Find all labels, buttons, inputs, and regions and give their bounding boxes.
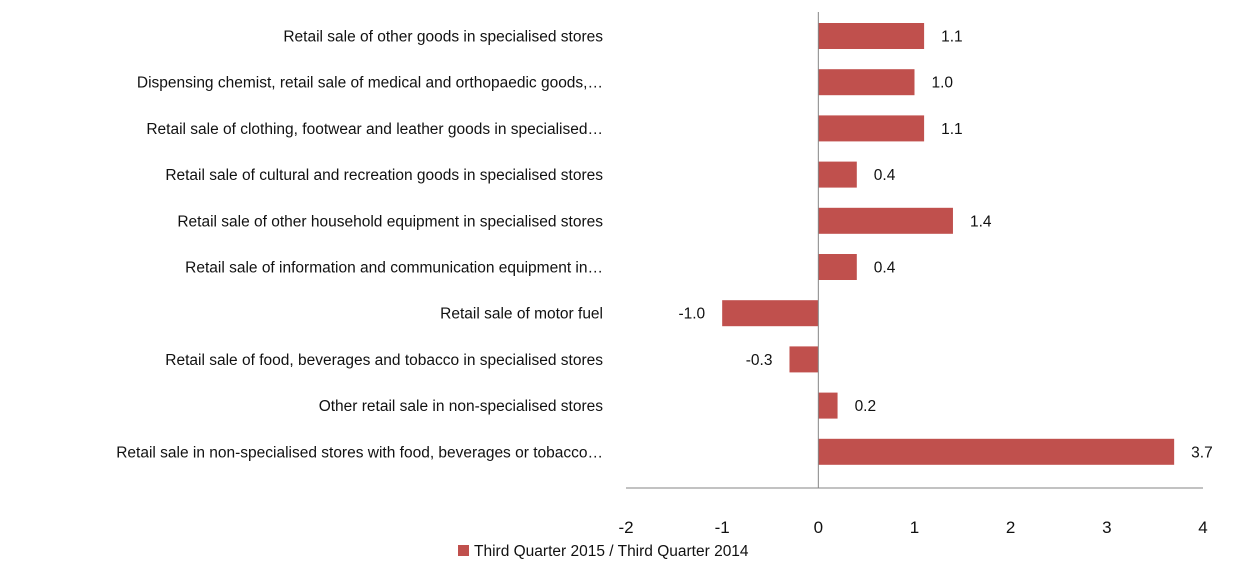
data-label: 0.4	[874, 260, 896, 277]
x-tick-label: 2	[1006, 518, 1015, 537]
bar	[818, 207, 953, 234]
x-tick-label: -1	[715, 518, 730, 537]
x-tick-label: -2	[618, 518, 633, 537]
data-label: 1.1	[941, 121, 963, 138]
category-label: Retail sale of clothing, footwear and le…	[146, 121, 603, 138]
category-label: Retail sale in non-specialised stores wi…	[116, 444, 603, 461]
bars-group	[722, 23, 1175, 465]
data-label: 0.2	[855, 398, 877, 415]
category-label: Dispensing chemist, retail sale of medic…	[137, 75, 603, 92]
data-label: 1.4	[970, 213, 992, 230]
legend: Third Quarter 2015 / Third Quarter 2014	[458, 543, 749, 560]
bar	[722, 300, 819, 327]
category-label: Other retail sale in non-specialised sto…	[319, 398, 604, 415]
bar	[818, 438, 1175, 465]
bar	[818, 115, 925, 142]
axes-group: -2 -1 0 1 2 3 4	[618, 12, 1208, 537]
category-label: Retail sale of other goods in specialise…	[283, 29, 603, 46]
bar	[818, 254, 857, 280]
category-label: Retail sale of food, beverages and tobac…	[165, 352, 603, 369]
x-tick-label: 4	[1198, 518, 1207, 537]
data-label: -1.0	[678, 306, 705, 323]
data-label: 1.0	[932, 75, 954, 92]
data-label: 1.1	[941, 29, 963, 46]
bar	[818, 69, 915, 96]
data-label: 0.4	[874, 167, 896, 184]
x-tick-label: 0	[814, 518, 823, 537]
x-tick-label: 3	[1102, 518, 1111, 537]
legend-label: Third Quarter 2015 / Third Quarter 2014	[474, 543, 749, 560]
bar	[818, 23, 925, 49]
bar	[818, 392, 838, 419]
category-label: Retail sale of motor fuel	[440, 306, 603, 323]
data-label: -0.3	[746, 352, 773, 369]
category-label: Retail sale of cultural and recreation g…	[165, 167, 603, 184]
labels-group: 1.1 Retail sale of other goods in special…	[116, 29, 1213, 462]
data-label: 3.7	[1191, 444, 1213, 461]
category-label: Retail sale of information and communica…	[185, 260, 603, 277]
bar	[818, 161, 857, 188]
category-label: Retail sale of other household equipment…	[177, 213, 603, 230]
x-tick-label: 1	[910, 518, 919, 537]
legend-swatch	[458, 545, 469, 556]
bar	[789, 346, 819, 373]
